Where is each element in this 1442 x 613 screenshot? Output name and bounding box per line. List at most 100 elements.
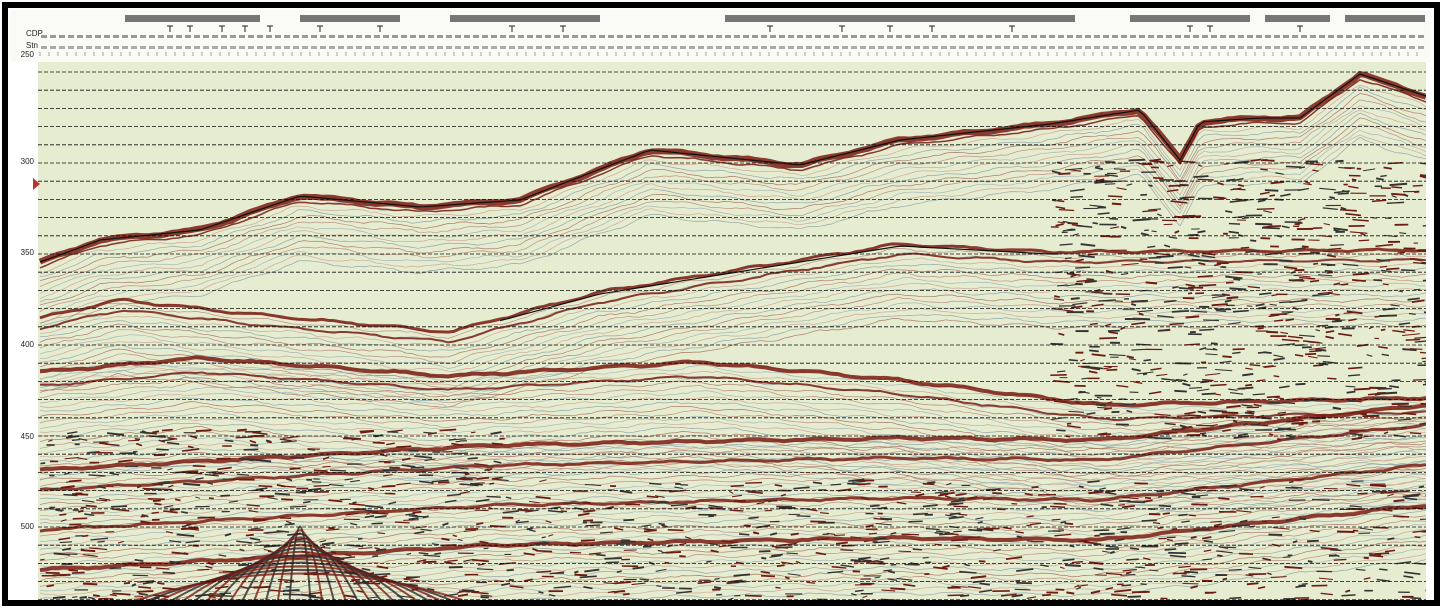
header-glyph — [725, 46, 731, 49]
noise — [281, 499, 293, 500]
header-glyph — [167, 46, 173, 49]
header-glyph — [50, 46, 56, 49]
header-glyph — [1274, 35, 1280, 38]
noise — [706, 561, 711, 562]
header-glyph — [275, 35, 281, 38]
noise — [1129, 160, 1146, 161]
noise — [623, 594, 630, 595]
noise — [1257, 209, 1275, 210]
noise — [1148, 185, 1152, 186]
header-glyph — [329, 35, 335, 38]
noise — [1380, 266, 1387, 267]
noise — [1238, 388, 1253, 389]
header-glyph — [149, 35, 155, 38]
header-glyph — [1220, 46, 1226, 49]
noise — [748, 517, 758, 518]
noise — [1057, 201, 1064, 202]
header-glyph — [824, 46, 830, 49]
noise — [237, 430, 247, 431]
header-glyph — [113, 46, 119, 49]
header-glyph — [563, 46, 569, 49]
header-glyph — [1004, 46, 1010, 49]
noise — [219, 572, 234, 573]
header-glyph — [50, 35, 56, 38]
noise — [1321, 264, 1335, 265]
noise — [1226, 282, 1234, 283]
header-glyph — [671, 46, 677, 49]
noise — [644, 530, 657, 531]
header-glyph — [284, 35, 290, 38]
noise — [518, 510, 534, 511]
header-glyph — [1355, 35, 1361, 38]
noise — [223, 479, 240, 480]
noise — [254, 587, 271, 588]
header-glyph — [230, 46, 236, 49]
noise — [739, 534, 749, 535]
noise — [913, 549, 922, 550]
noise — [1017, 536, 1022, 537]
header-glyph — [1364, 46, 1370, 49]
header-glyph — [1247, 46, 1253, 49]
header-glyph — [1400, 46, 1406, 49]
noise — [1093, 223, 1098, 224]
noise — [1330, 245, 1344, 246]
noise — [1112, 204, 1121, 205]
noise — [585, 525, 600, 526]
header-glyph — [689, 46, 695, 49]
header-glyph — [716, 46, 722, 49]
noise — [1158, 496, 1162, 497]
noise — [1312, 500, 1330, 501]
header-glyph — [1400, 35, 1406, 38]
header-glyph — [491, 35, 497, 38]
noise — [1250, 240, 1256, 241]
noise — [1220, 267, 1226, 268]
noise — [471, 432, 475, 433]
line-name — [125, 15, 190, 22]
noise — [1015, 589, 1031, 590]
header-glyph — [1139, 35, 1145, 38]
noise — [1310, 252, 1319, 253]
header-glyph — [401, 46, 407, 49]
noise — [1391, 194, 1405, 195]
header-glyph — [554, 35, 560, 38]
noise — [1258, 328, 1264, 329]
header-glyph — [1076, 46, 1082, 49]
header-glyph — [1391, 46, 1397, 49]
noise — [1056, 430, 1065, 431]
noise — [954, 506, 969, 507]
header-glyph — [131, 46, 137, 49]
header-glyph — [185, 46, 191, 49]
noise — [1048, 531, 1064, 532]
noise — [1333, 408, 1341, 409]
header-glyph — [905, 46, 911, 49]
noise — [396, 446, 411, 447]
header-glyph — [527, 35, 533, 38]
noise — [1372, 200, 1386, 201]
noise — [53, 597, 65, 598]
header-glyph — [158, 46, 164, 49]
header-glyph — [1229, 35, 1235, 38]
noise — [1260, 238, 1270, 239]
noise — [91, 452, 95, 453]
header-glyph — [1040, 35, 1046, 38]
header-glyph — [806, 46, 812, 49]
noise — [1172, 529, 1177, 530]
noise — [890, 588, 905, 589]
header-glyph — [581, 35, 587, 38]
header-glyph — [752, 46, 758, 49]
noise — [1269, 402, 1280, 403]
line-name — [725, 15, 1075, 22]
noise — [927, 482, 935, 483]
noise — [858, 484, 871, 485]
noise — [135, 439, 140, 440]
noise — [787, 553, 798, 554]
noise — [238, 565, 249, 566]
header-glyph — [644, 35, 650, 38]
noise — [923, 558, 929, 559]
header-glyph — [932, 35, 938, 38]
header-glyph — [428, 46, 434, 49]
header-glyph — [113, 35, 119, 38]
noise — [492, 443, 503, 444]
header-glyph — [761, 35, 767, 38]
header-glyph — [59, 46, 65, 49]
